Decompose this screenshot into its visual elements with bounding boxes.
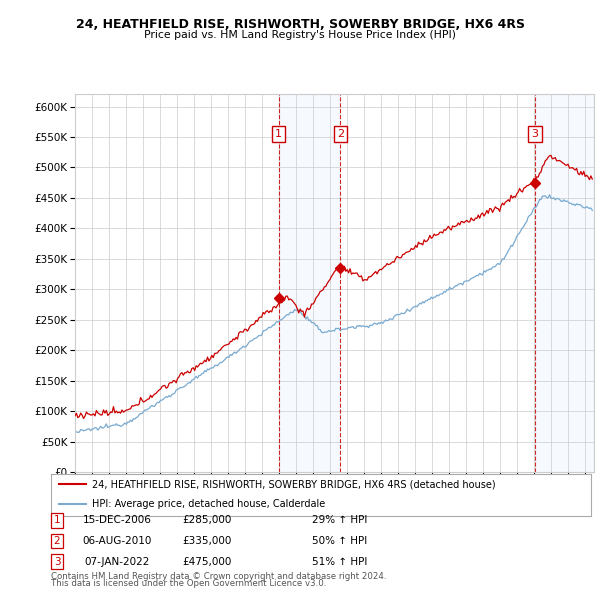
Text: 29% ↑ HPI: 29% ↑ HPI	[312, 516, 367, 525]
Text: 3: 3	[532, 129, 538, 139]
Text: This data is licensed under the Open Government Licence v3.0.: This data is licensed under the Open Gov…	[51, 579, 326, 588]
Bar	[278, 94, 340, 472]
Text: 2: 2	[53, 536, 61, 546]
Text: 15-DEC-2006: 15-DEC-2006	[83, 516, 151, 525]
Text: 24, HEATHFIELD RISE, RISHWORTH, SOWERBY BRIDGE, HX6 4RS: 24, HEATHFIELD RISE, RISHWORTH, SOWERBY …	[76, 18, 524, 31]
Text: 1: 1	[275, 129, 282, 139]
Text: Price paid vs. HM Land Registry's House Price Index (HPI): Price paid vs. HM Land Registry's House …	[144, 30, 456, 40]
Text: 51% ↑ HPI: 51% ↑ HPI	[312, 557, 367, 566]
Bar	[535, 94, 594, 472]
Text: £475,000: £475,000	[182, 557, 232, 566]
Text: 50% ↑ HPI: 50% ↑ HPI	[312, 536, 367, 546]
Text: 24, HEATHFIELD RISE, RISHWORTH, SOWERBY BRIDGE, HX6 4RS (detached house): 24, HEATHFIELD RISE, RISHWORTH, SOWERBY …	[91, 480, 495, 489]
Text: £335,000: £335,000	[182, 536, 232, 546]
Text: 2: 2	[337, 129, 344, 139]
Text: 06-AUG-2010: 06-AUG-2010	[82, 536, 152, 546]
Text: Contains HM Land Registry data © Crown copyright and database right 2024.: Contains HM Land Registry data © Crown c…	[51, 572, 386, 581]
Text: 3: 3	[53, 557, 61, 566]
Text: £285,000: £285,000	[182, 516, 232, 525]
Text: HPI: Average price, detached house, Calderdale: HPI: Average price, detached house, Cald…	[91, 499, 325, 509]
Text: 1: 1	[53, 516, 61, 525]
Text: 07-JAN-2022: 07-JAN-2022	[85, 557, 149, 566]
